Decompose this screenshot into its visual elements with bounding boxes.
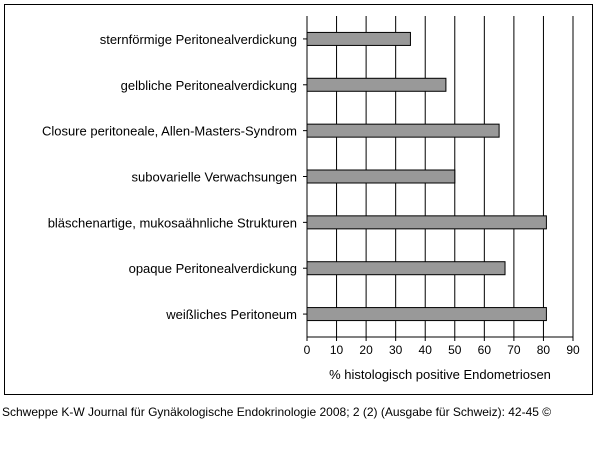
category-label-2: Closure peritoneale, Allen-Masters-Syndr… (42, 124, 297, 139)
x-tick-label-2: 20 (359, 343, 373, 357)
x-axis-title: % histologisch positive Endometriosen (329, 367, 551, 382)
category-label-3: subovarielle Verwachsungen (132, 170, 298, 185)
bar-3 (306, 169, 456, 184)
bar-4 (306, 215, 547, 230)
x-tick-label-1: 10 (330, 343, 344, 357)
source-caption: Schweppe K-W Journal für Gynäkologische … (2, 405, 552, 419)
category-label-0: sternförmige Peritonealverdickung (100, 32, 297, 47)
chart-frame (4, 4, 593, 395)
bar-chart: sternförmige Peritonealverdickung gelblic… (42, 16, 580, 382)
x-tick-label-7: 70 (507, 343, 521, 357)
x-tick-label-3: 30 (389, 343, 403, 357)
category-label-5: opaque Peritonealverdickung (129, 261, 297, 276)
x-tick-label-5: 50 (448, 343, 462, 357)
x-tick-label-0: 0 (304, 343, 311, 357)
x-tick-label-6: 60 (478, 343, 492, 357)
x-tick-label-4: 40 (419, 343, 433, 357)
category-label-6: weißliches Peritoneum (165, 307, 297, 322)
bar-6 (306, 307, 547, 322)
x-tick-label-9: 90 (566, 343, 580, 357)
bar-0 (306, 31, 411, 46)
x-tick-label-8: 80 (537, 343, 551, 357)
bar-5 (306, 261, 506, 276)
bar-1 (306, 77, 447, 92)
category-label-1: gelbliche Peritonealverdickung (121, 78, 297, 93)
bar-2 (306, 123, 500, 138)
category-label-4: bläschenartige, mukosaähnliche Strukture… (48, 215, 297, 230)
